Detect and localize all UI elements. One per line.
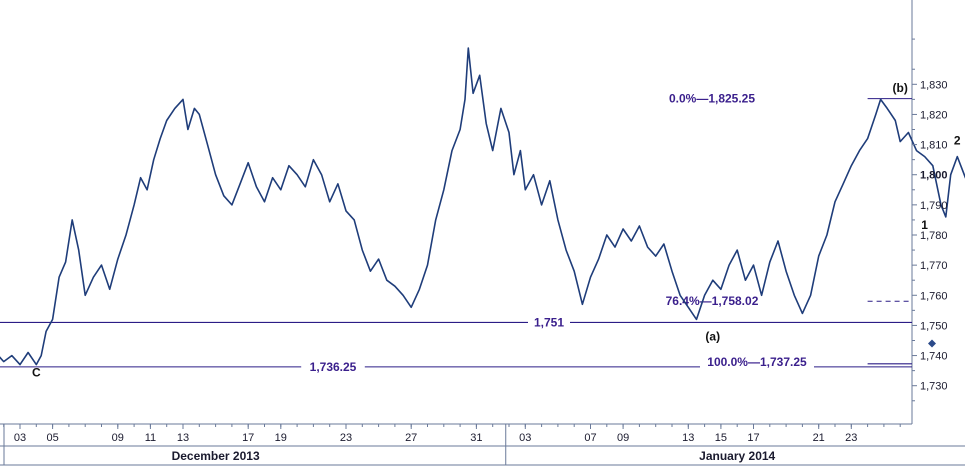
x-tick-label: 03 <box>14 432 26 444</box>
x-tick-label: 19 <box>275 432 287 444</box>
y-axis: 1,730 1,740 1,750 1,760 1,770 1,780 1,790 1,800… <box>912 38 948 402</box>
x-tick-label: 23 <box>340 432 352 444</box>
x-tick-label: 05 <box>46 432 58 444</box>
price-series-layer <box>0 47 965 366</box>
y-tick-label: 1,790 <box>920 200 948 212</box>
x-tick-label: 27 <box>405 432 417 444</box>
y-tick-label: 1,810 <box>920 140 948 152</box>
y-tick-label: 1,830 <box>920 79 948 91</box>
wave-label: (b) <box>893 81 908 95</box>
x-tick-label: 17 <box>242 432 254 444</box>
y-tick-label: 1,740 <box>920 351 948 363</box>
x-tick-label: 09 <box>617 432 629 444</box>
y-tick-label: 1,800 <box>920 170 948 182</box>
y-tick-label: 1,760 <box>920 290 948 302</box>
wave-label: 1 <box>921 218 928 232</box>
wave-label: (a) <box>705 329 720 343</box>
price-series-line <box>0 47 965 366</box>
x-tick-label: 13 <box>682 432 694 444</box>
x-tick-label: 09 <box>112 432 124 444</box>
level-lines-layer: 0.0%—1,825.25 76.4%—1,758.02 1,751 100.0%—1… <box>0 91 912 374</box>
level-label: 76.4%—1,758.02 <box>666 294 759 308</box>
level-label-bg <box>528 315 570 330</box>
x-tick-label: 21 <box>813 432 825 444</box>
x-tick-label: 07 <box>584 432 596 444</box>
level-label-bg <box>658 294 766 309</box>
y-tick-label: 1,750 <box>920 320 948 332</box>
last-value-marker-icon <box>928 339 936 348</box>
y-tick-label: 1,730 <box>920 381 948 393</box>
level-label: 0.0%—1,825.25 <box>669 92 755 106</box>
x-tick-label: 31 <box>470 432 482 444</box>
wave-labels-layer: (b)21435(c)(a)C <box>32 81 961 380</box>
x-tick-label: 15 <box>715 432 727 444</box>
level-label: 1,751 <box>534 315 564 329</box>
wave-label: 2 <box>954 134 961 148</box>
level-label-bg <box>700 354 814 369</box>
x-tick-label: 23 <box>845 432 857 444</box>
x-tick-label: 03 <box>519 432 531 444</box>
wave-label: C <box>32 366 41 380</box>
month-label: December 2013 <box>172 449 260 463</box>
level-label-bg <box>301 359 365 374</box>
x-axis: 03 05 09 11 13 17 19 23 27 31 03 07 09 13 15 17 21 23 <box>3 424 901 444</box>
x-tick-label: 17 <box>747 432 759 444</box>
level-label: 1,736.25 <box>310 360 357 374</box>
x-tick-label: 13 <box>177 432 189 444</box>
y-tick-label: 1,770 <box>920 260 948 272</box>
level-label: 100.0%—1,737.25 <box>707 355 807 369</box>
level-label-bg <box>662 91 762 106</box>
x-tick-label: 11 <box>145 432 156 444</box>
y-tick-label: 1,820 <box>920 109 948 121</box>
y-tick-label: 1,780 <box>920 230 948 242</box>
month-label: January 2014 <box>699 449 775 463</box>
